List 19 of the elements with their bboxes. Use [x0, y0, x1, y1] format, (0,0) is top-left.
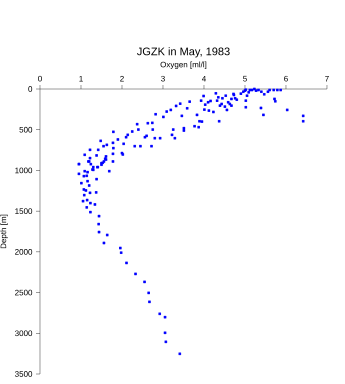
x-axis-title: Oxygen [ml/l] — [160, 61, 206, 69]
x-tick-label: 1 — [79, 76, 83, 82]
x-tick-label: 3 — [161, 76, 165, 82]
y-tick-label: 0 — [28, 86, 32, 92]
x-tick-label: 5 — [243, 76, 247, 82]
y-tick-label: 500 — [19, 126, 32, 133]
chart-title: JGZK in May, 1983 — [136, 47, 230, 58]
x-tick-label: 6 — [284, 76, 288, 82]
y-tick-label: 3500 — [14, 371, 32, 377]
y-tick-label: 1500 — [15, 208, 32, 214]
y-axis-title: Depth [m] — [0, 214, 8, 248]
y-tick-label: 3000 — [14, 330, 32, 336]
x-tick-label: 7 — [325, 76, 329, 82]
y-tick-label: 1000 — [15, 168, 32, 174]
x-tick-label: 2 — [120, 76, 124, 82]
x-tick-label: 0 — [38, 76, 42, 82]
y-tick-label: 2500 — [15, 290, 32, 296]
x-tick-label: 4 — [202, 76, 206, 82]
y-tick-label: 2000 — [15, 249, 32, 255]
